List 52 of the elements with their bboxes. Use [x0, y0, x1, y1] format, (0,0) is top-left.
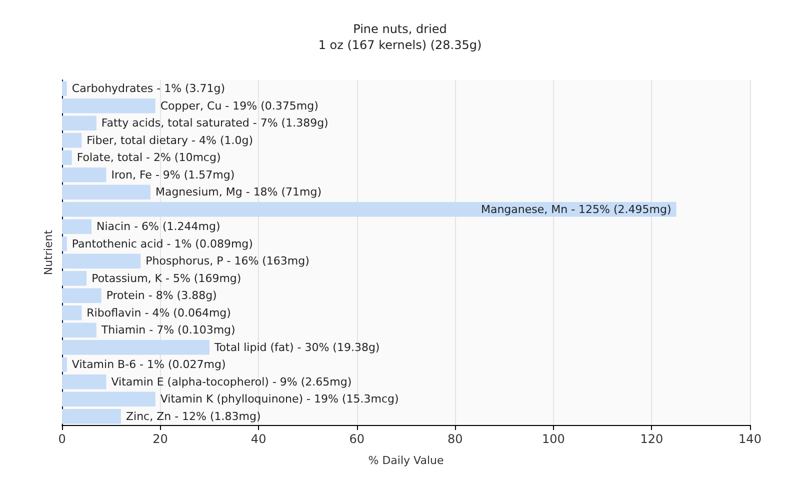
bar — [62, 81, 67, 96]
y-tick-label: Vitamin E (alpha-tocopherol) - 9% (2.65mg) — [111, 375, 352, 388]
y-tick-label: Protein - 8% (3.88g) — [106, 289, 217, 302]
chart-title: Pine nuts, dried — [353, 22, 447, 36]
y-tick-label: Thiamin - 7% (0.103mg) — [100, 324, 236, 337]
bar — [62, 357, 67, 372]
x-tick-label: 120 — [640, 432, 664, 446]
y-axis-title: Nutrient — [42, 229, 55, 276]
bar — [62, 184, 150, 200]
bar — [62, 306, 82, 320]
bar — [62, 202, 676, 217]
bar — [62, 133, 82, 148]
y-tick-label: Total lipid (fat) - 30% (19.38g) — [213, 340, 380, 354]
bar — [62, 374, 106, 390]
y-tick-label: Vitamin B-6 - 1% (0.027mg) — [72, 358, 226, 372]
y-tick-label: Niacin - 6% (1.244mg) — [96, 220, 220, 234]
y-tick-label: Copper, Cu - 19% (0.375mg) — [160, 99, 318, 112]
bar — [62, 150, 72, 165]
bar — [62, 288, 102, 303]
x-tick-label: 40 — [250, 432, 266, 446]
bar — [62, 271, 87, 286]
bar — [62, 392, 156, 406]
x-tick-label: 0 — [58, 432, 66, 446]
bar — [62, 219, 92, 234]
bar — [62, 168, 106, 182]
y-tick-label: Phosphorus, P - 16% (163mg) — [146, 254, 310, 268]
bar — [62, 322, 96, 338]
x-tick-label: 140 — [738, 432, 762, 446]
x-axis-title: % Daily Value — [368, 454, 444, 467]
y-tick-label: Magnesium, Mg - 18% (71mg) — [155, 186, 322, 199]
bar — [62, 254, 141, 268]
y-tick-label: Folate, total - 2% (10mcg) — [76, 151, 221, 164]
x-tick-label: 60 — [349, 432, 364, 446]
y-tick-label: Pantothenic acid - 1% (0.089mg) — [72, 237, 253, 250]
y-tick-label: Zinc, Zn - 12% (1.83mg) — [126, 410, 261, 423]
y-tick-label: Carbohydrates - 1% (3.71g) — [72, 82, 226, 96]
y-tick-label: Vitamin K (phylloquinone) - 19% (15.3mcg) — [160, 392, 399, 406]
y-tick-label: Riboflavin - 4% (0.064mg) — [86, 306, 231, 320]
y-tick-label: Fatty acids, total saturated - 7% (1.389g) — [101, 116, 328, 130]
chart-subtitle: 1 oz (167 kernels) (28.35g) — [318, 38, 482, 52]
x-tick-label: 20 — [152, 432, 168, 446]
x-tick-label: 80 — [448, 432, 463, 446]
bar — [62, 236, 67, 252]
bar — [62, 409, 121, 424]
y-tick-label: Fiber, total dietary - 4% (1.0g) — [86, 134, 254, 147]
y-tick-label: Potassium, K - 5% (169mg) — [92, 272, 242, 285]
bar — [62, 116, 96, 130]
x-tick-label: 100 — [542, 432, 565, 446]
bar — [62, 98, 156, 114]
y-tick-label: Iron, Fe - 9% (1.57mg) — [111, 168, 235, 182]
y-tick-label: Manganese, Mn - 125% (2.495mg) — [480, 202, 672, 216]
bar — [62, 340, 210, 355]
